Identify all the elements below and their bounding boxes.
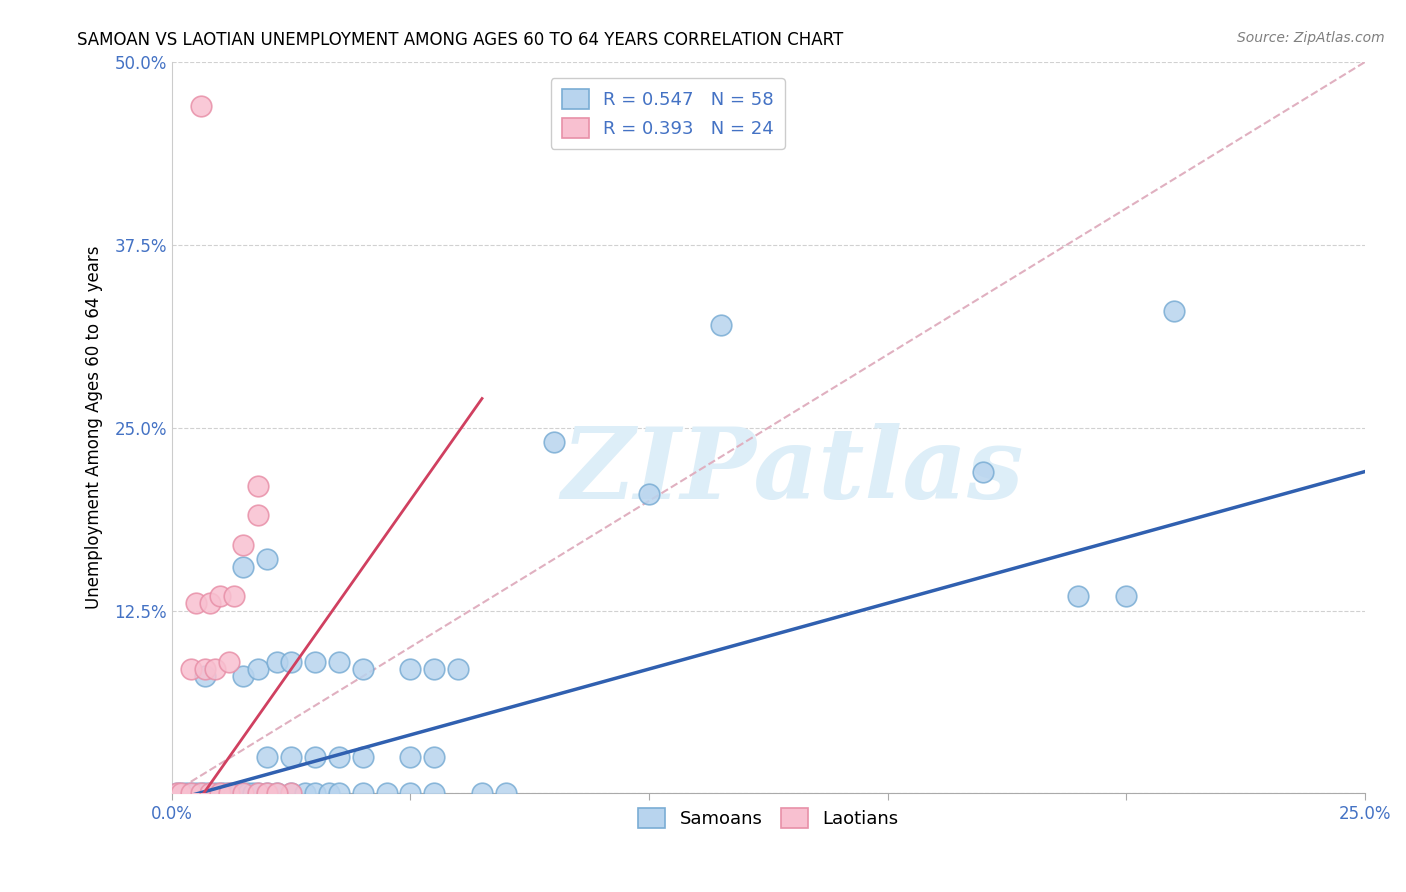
Point [328,749,350,764]
Point [190,99,212,113]
Point [280,749,302,764]
Point [471,786,494,800]
Point [184,786,207,800]
Point [375,786,398,800]
Point [238,786,260,800]
Point [1163,303,1185,318]
Point [184,596,207,610]
Point [280,786,302,800]
Point [318,786,340,800]
Point [972,465,994,479]
Point [232,786,254,800]
Point [399,749,422,764]
Point [399,662,422,676]
Point [266,786,288,800]
Point [208,786,231,800]
Y-axis label: Unemployment Among Ages 60 to 64 years: Unemployment Among Ages 60 to 64 years [86,246,103,609]
Point [266,655,288,669]
Point [256,786,278,800]
Point [232,559,254,574]
Point [246,786,269,800]
Point [256,552,278,566]
Point [256,749,278,764]
Text: Source: ZipAtlas.com: Source: ZipAtlas.com [1237,31,1385,45]
Point [1067,589,1090,603]
Point [246,479,269,493]
Point [256,786,278,800]
Point [352,786,374,800]
Point [423,662,446,676]
Point [208,589,231,603]
Point [423,749,446,764]
Point [399,786,422,800]
Point [328,655,350,669]
Point [232,669,254,683]
Point [166,786,188,800]
Text: SAMOAN VS LAOTIAN UNEMPLOYMENT AMONG AGES 60 TO 64 YEARS CORRELATION CHART: SAMOAN VS LAOTIAN UNEMPLOYMENT AMONG AGE… [77,31,844,49]
Point [174,786,197,800]
Point [1115,589,1137,603]
Point [194,786,217,800]
Point [304,655,326,669]
Point [232,538,254,552]
Point [204,786,226,800]
Point [222,589,245,603]
Point [242,786,264,800]
Point [190,786,212,800]
Point [495,786,517,800]
Point [180,662,202,676]
Point [194,669,217,683]
Point [166,786,188,800]
Point [218,655,240,669]
Point [204,662,226,676]
Point [246,662,269,676]
Point [246,508,269,523]
Point [180,786,202,800]
Point [543,435,565,450]
Legend: Samoans, Laotians: Samoans, Laotians [631,801,905,836]
Point [304,749,326,764]
Point [266,786,288,800]
Point [294,786,316,800]
Point [638,486,661,500]
Point [194,662,217,676]
Point [304,786,326,800]
Point [222,786,245,800]
Point [447,662,470,676]
Point [170,786,193,800]
Text: ZIPatlas: ZIPatlas [561,424,1024,520]
Point [352,749,374,764]
Point [246,786,269,800]
Point [423,786,446,800]
Point [218,786,240,800]
Point [328,786,350,800]
Point [198,786,221,800]
Point [208,786,231,800]
Point [218,786,240,800]
Point [180,786,202,800]
Point [280,786,302,800]
Point [190,786,212,800]
Point [198,786,221,800]
Point [198,596,221,610]
Point [170,786,193,800]
Point [710,318,733,333]
Point [232,786,254,800]
Point [228,786,250,800]
Point [352,662,374,676]
Point [280,655,302,669]
Point [214,786,236,800]
